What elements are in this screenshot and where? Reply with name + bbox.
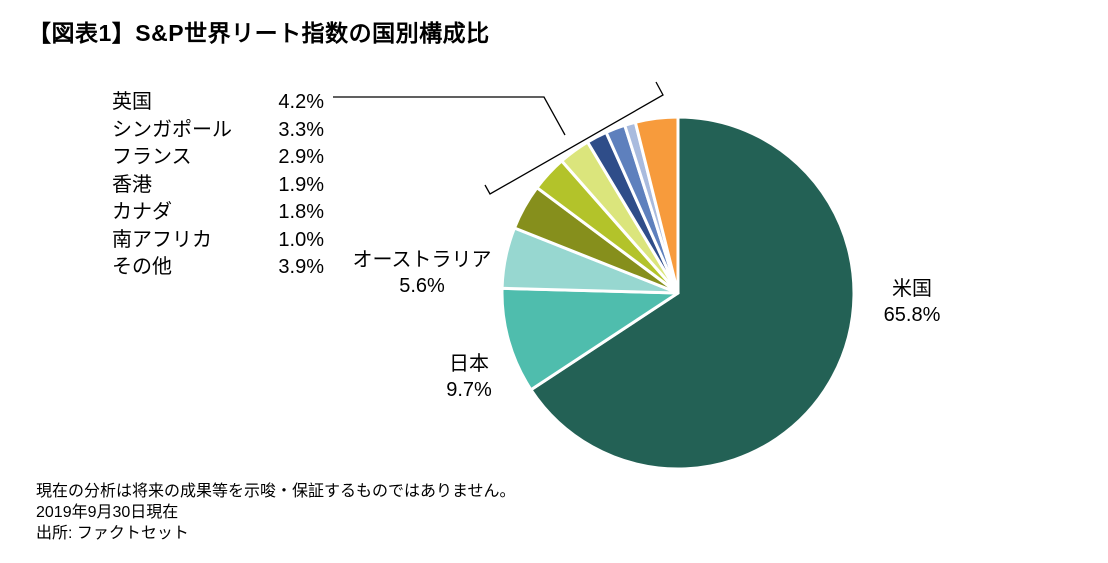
legend: 英国 4.2% シンガポール 3.3% フランス 2.9% 香港 1.9% カナ… [112, 89, 324, 282]
pie-slice-9 [633, 115, 680, 295]
legend-item-france: フランス 2.9% [112, 144, 324, 172]
legend-value: 1.0% [278, 228, 324, 251]
label-japan-value: 9.7% [446, 379, 492, 401]
label-us: 米国 65.8% [872, 276, 952, 328]
label-australia: オーストラリア 5.6% [347, 247, 497, 299]
label-japan-name: 日本 [449, 353, 489, 375]
legend-label: その他 [112, 256, 172, 278]
legend-value: 2.9% [278, 146, 324, 168]
legend-bracket [333, 81, 664, 195]
legend-item-hongkong: 香港 1.9% [112, 172, 324, 200]
legend-value: 3.3% [278, 118, 324, 141]
legend-label: 香港 [112, 173, 152, 196]
legend-label: 英国 [112, 91, 152, 113]
disclaimer-note: 現在の分析は将来の成果等を示唆・保証するものではありません。 [36, 483, 516, 500]
legend-item-canada: カナダ 1.8% [112, 199, 324, 227]
label-us-value: 65.8% [883, 304, 941, 326]
legend-value: 3.9% [278, 256, 324, 278]
label-us-name: 米国 [892, 278, 932, 300]
label-australia-name: オーストラリア [352, 249, 492, 271]
pie-slice-1 [500, 286, 680, 392]
pie-slice-0 [529, 115, 856, 471]
pie-slices [500, 115, 856, 471]
chart-title: 【図表1】S&P世界リート指数の国別構成比 [28, 20, 490, 46]
label-australia-value: 5.6% [399, 275, 445, 297]
legend-item-uk: 英国 4.2% [112, 89, 324, 117]
legend-label: 南アフリカ [112, 228, 212, 251]
legend-item-south-africa: 南アフリカ 1.0% [112, 227, 324, 255]
legend-value: 4.2% [278, 91, 324, 113]
date-note: 2019年9月30日現在 [36, 504, 179, 521]
legend-item-other: その他 3.9% [112, 254, 324, 282]
legend-label: シンガポール [112, 118, 232, 141]
legend-value: 1.8% [278, 201, 324, 223]
legend-value: 1.9% [278, 173, 324, 196]
legend-label: フランス [112, 146, 192, 168]
source-note: 出所: ファクトセット [36, 525, 189, 542]
legend-item-singapore: シンガポール 3.3% [112, 117, 324, 145]
footnotes: 現在の分析は将来の成果等を示唆・保証するものではありません。 2019年9月30… [36, 481, 516, 544]
legend-label: カナダ [112, 201, 172, 223]
label-japan: 日本 9.7% [429, 351, 509, 403]
